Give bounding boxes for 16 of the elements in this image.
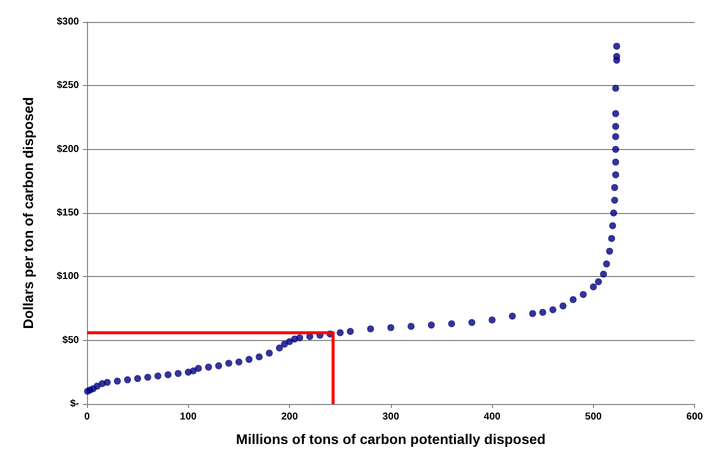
x-tick-label: 500 — [585, 412, 602, 422]
y-tick-label: $50 — [62, 334, 80, 346]
x-tick-label: 300 — [382, 412, 400, 422]
x-tick-label: 100 — [180, 412, 198, 422]
x-tick-label: 200 — [281, 412, 298, 422]
x-tick-label: 400 — [484, 412, 501, 422]
y-tick-label: $300 — [56, 16, 80, 28]
x-tick-label: 0 — [84, 412, 90, 422]
y-tick-label: $150 — [56, 208, 80, 218]
y-axis-title: Dollars per ton of carbon disposed — [20, 97, 36, 329]
y-tick-label: $250 — [56, 80, 80, 92]
y-tick-label: $- — [70, 398, 79, 410]
y-tick-label: $100 — [56, 271, 80, 282]
x-axis-title: Millions of tons of carbon potentially disposed — [236, 431, 546, 447]
y-tick-label: $200 — [56, 144, 80, 155]
x-tick-label: 600 — [686, 412, 704, 422]
